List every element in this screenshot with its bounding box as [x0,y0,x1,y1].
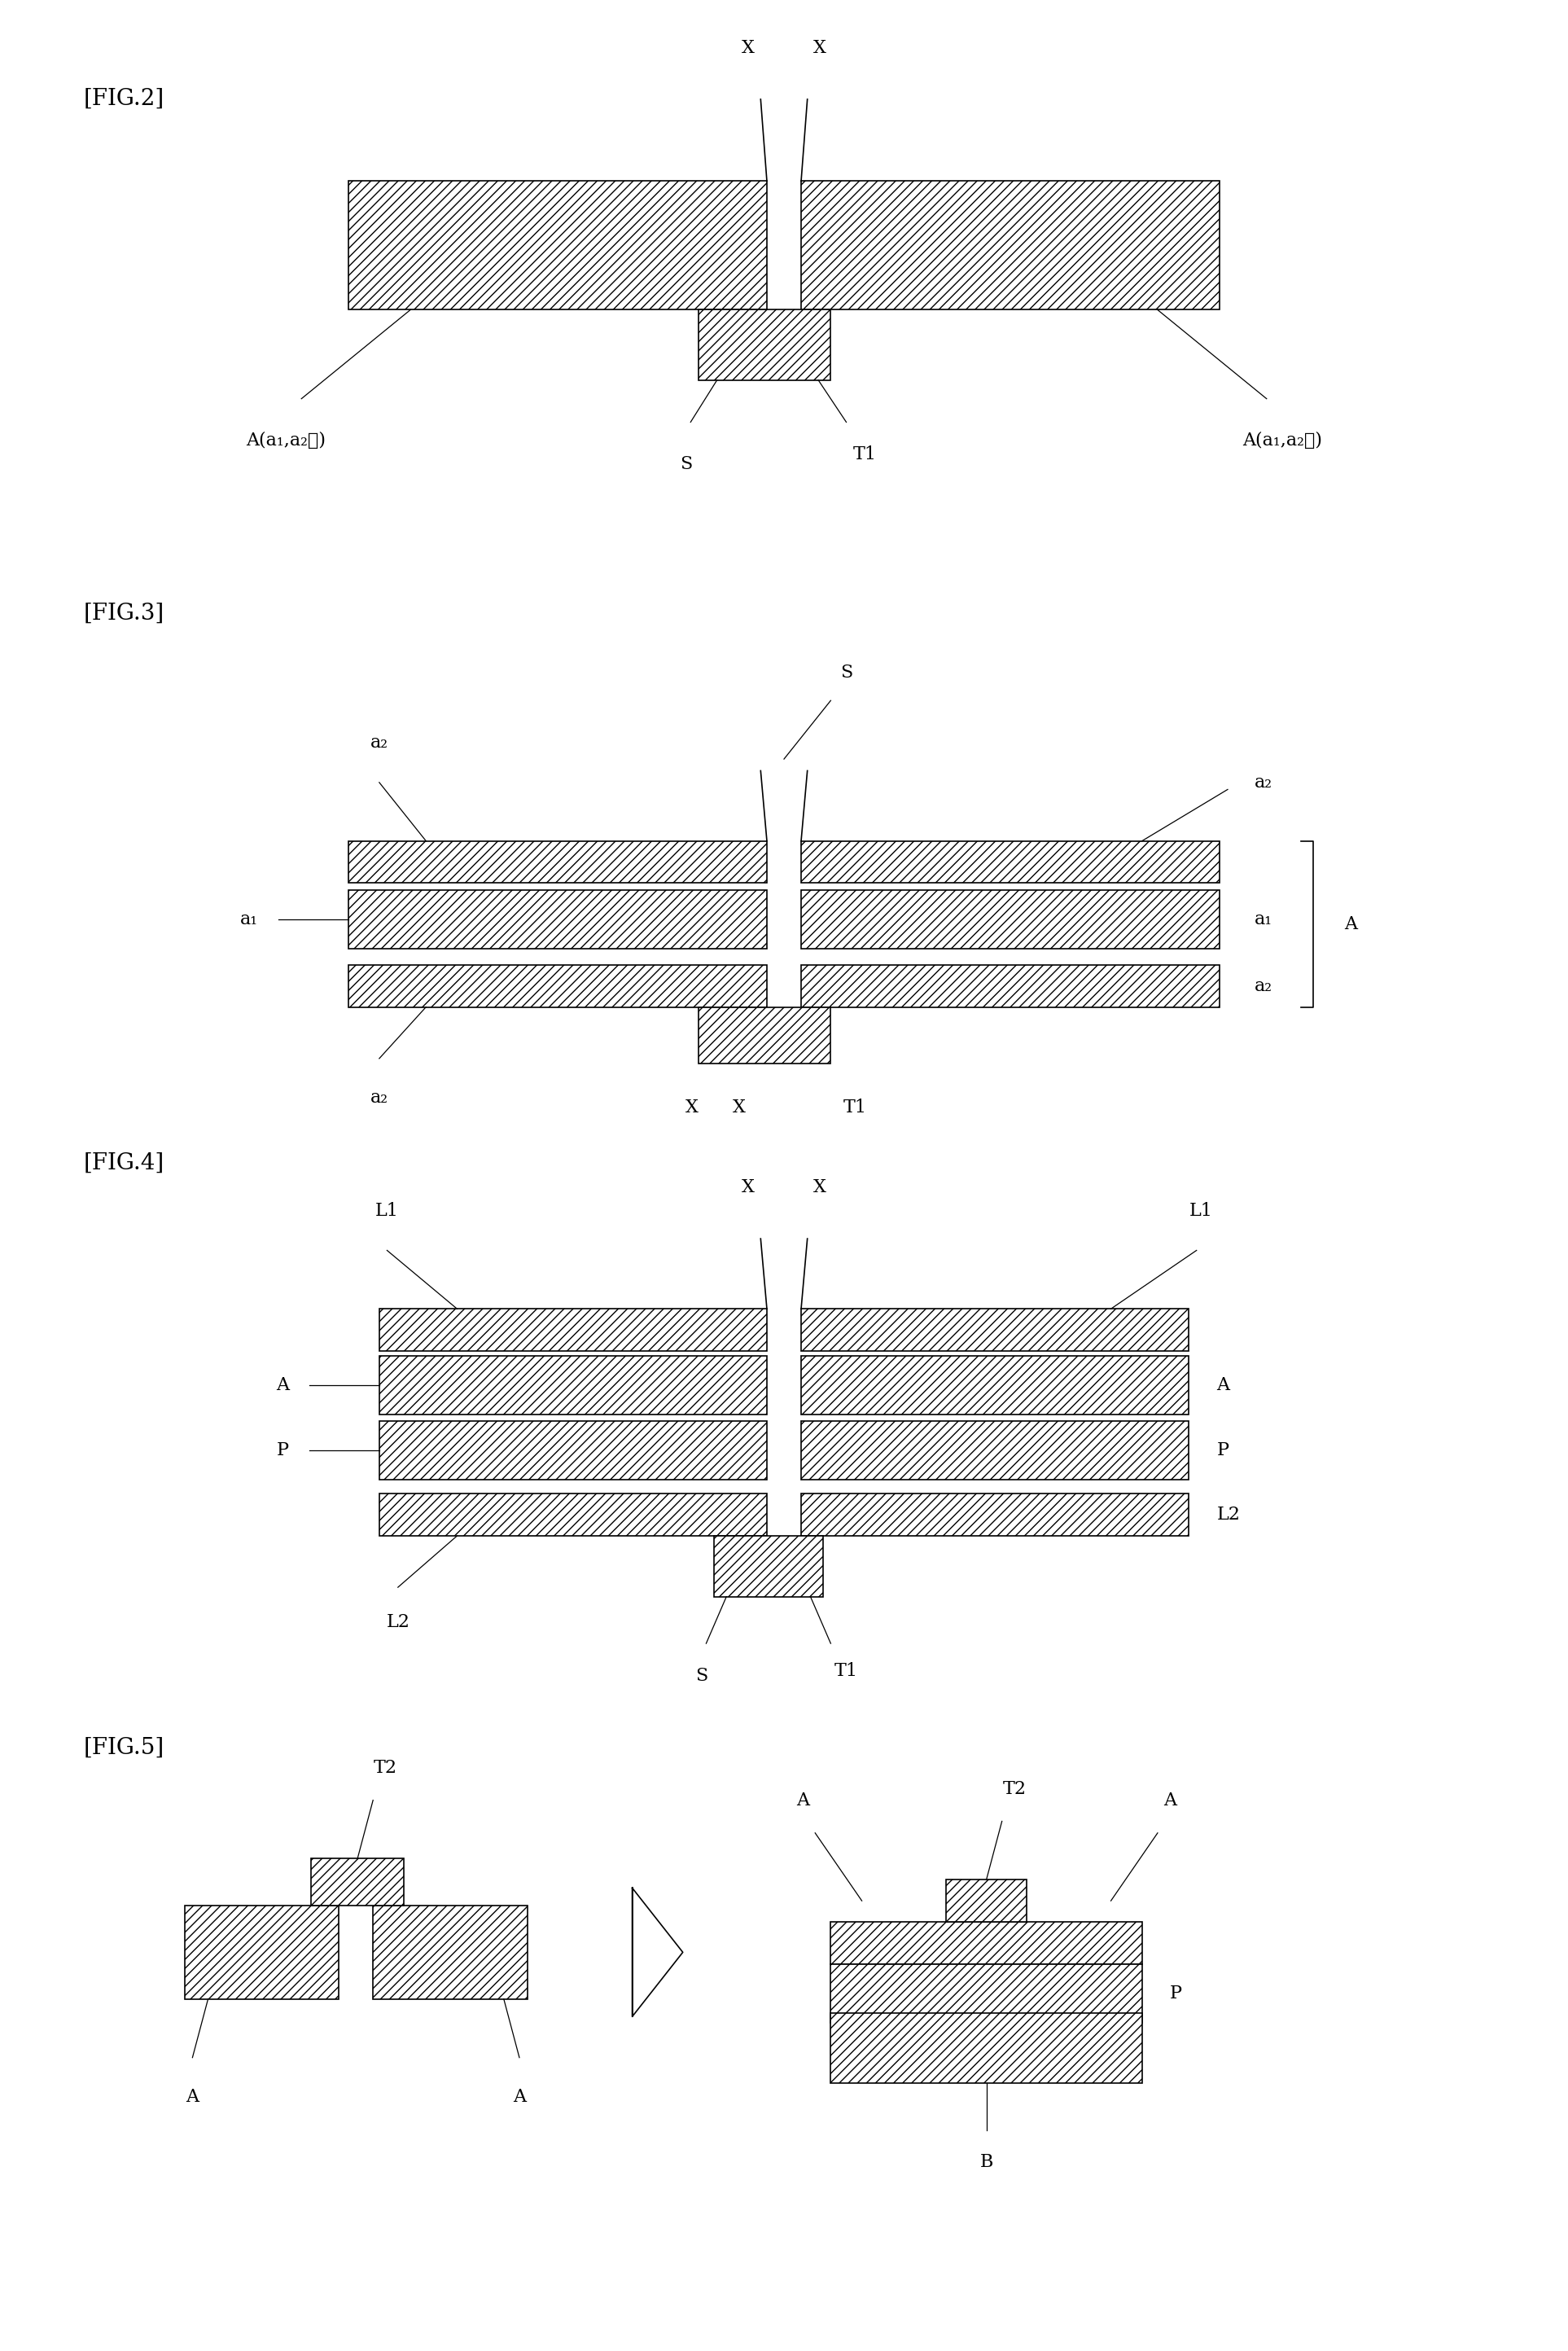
Text: A: A [276,1375,289,1394]
Text: X: X [685,1098,699,1117]
Text: [FIG.2]: [FIG.2] [83,87,165,110]
Text: a₂: a₂ [370,1089,389,1107]
Text: X: X [732,1098,745,1117]
Text: X: X [742,1178,754,1197]
Bar [801,1357,1189,1415]
Text: A: A [1163,1791,1176,1810]
Bar [310,1860,405,1904]
Text: A: A [797,1791,809,1810]
Bar [801,1420,1189,1479]
Text: [FIG.4]: [FIG.4] [83,1152,165,1173]
Text: S: S [679,454,691,473]
Text: X: X [814,1178,826,1197]
Text: a₂: a₂ [370,734,389,752]
Text: a₂: a₂ [1254,773,1272,792]
Text: L1: L1 [1190,1201,1214,1220]
Text: T1: T1 [844,1098,867,1117]
Bar [379,1310,767,1352]
Bar [348,842,767,884]
Text: A: A [1217,1375,1229,1394]
Bar [801,1493,1189,1535]
Bar [801,842,1220,884]
Bar [698,1006,831,1063]
Text: P: P [278,1441,289,1460]
Text: T1: T1 [853,447,877,463]
Text: B: B [980,2154,993,2172]
Text: L2: L2 [386,1613,409,1632]
Bar [379,1420,767,1479]
Text: A: A [187,2088,199,2106]
Bar [379,1493,767,1535]
Bar [698,310,831,381]
Bar [379,1357,767,1415]
Bar [185,1904,339,1998]
Text: X: X [814,40,826,56]
Text: a₂: a₂ [1254,978,1272,994]
Text: A(a₁,a₂⋯): A(a₁,a₂⋯) [246,433,326,449]
Bar [373,1904,527,1998]
Text: P: P [1217,1441,1229,1460]
Text: T2: T2 [373,1759,397,1777]
Text: L2: L2 [1217,1505,1240,1523]
Text: A: A [1344,915,1358,933]
Bar [801,964,1220,1006]
Bar [831,1921,1142,1963]
Text: S: S [695,1667,707,1686]
Bar [801,181,1220,310]
Bar [801,1310,1189,1352]
Text: S: S [840,663,853,682]
Bar [831,2012,1142,2083]
Text: T1: T1 [834,1662,858,1681]
Text: T2: T2 [1002,1780,1025,1799]
Bar [801,891,1220,947]
Bar [348,181,767,310]
Text: P: P [1170,1984,1182,2003]
Text: A: A [513,2088,525,2106]
Text: L1: L1 [375,1201,398,1220]
Text: X: X [742,40,754,56]
Text: [FIG.3]: [FIG.3] [83,602,165,625]
Text: A(a₁,a₂⋯): A(a₁,a₂⋯) [1242,433,1322,449]
Bar [348,891,767,947]
Bar [713,1535,823,1596]
Bar [946,1881,1027,1921]
Bar [831,1963,1142,2022]
Bar [348,964,767,1006]
Text: [FIG.5]: [FIG.5] [83,1737,165,1759]
Text: a₁: a₁ [240,910,257,929]
Text: a₁: a₁ [1254,910,1272,929]
